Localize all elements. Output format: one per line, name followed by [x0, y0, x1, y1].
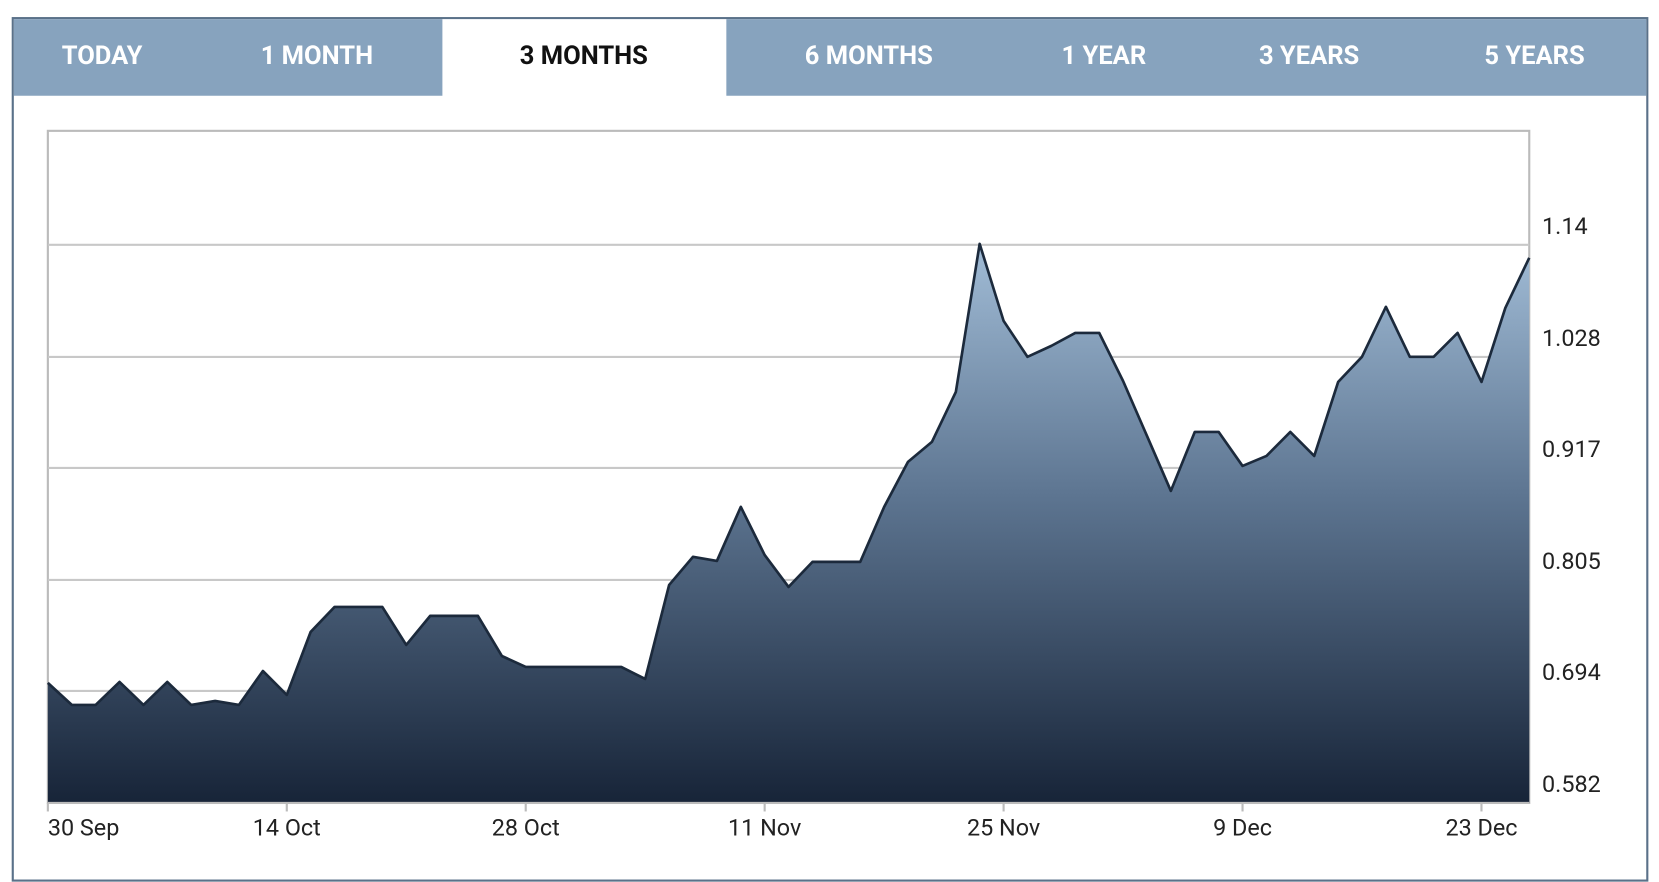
x-tick-label: 25 Nov	[967, 814, 1040, 842]
x-tick-label: 30 Sep	[48, 814, 119, 842]
tab[interactable]: 3 YEARS	[1259, 41, 1359, 71]
tab-active-bg[interactable]	[442, 19, 727, 97]
tab-bar	[13, 19, 1647, 96]
area-fill	[47, 243, 1530, 803]
y-tick-label: 0.582	[1542, 770, 1601, 798]
x-tick-label: 28 Oct	[492, 814, 560, 842]
price-line	[46, 242, 1531, 707]
y-tick-label: 0.694	[1542, 658, 1601, 686]
y-tick-label: 0.805	[1542, 547, 1601, 575]
y-tick-label: 1.028	[1542, 324, 1601, 352]
x-tick-label: 9 Dec	[1213, 814, 1272, 842]
tab[interactable]: TODAY	[62, 41, 143, 71]
x-tick-label: 23 Dec	[1445, 814, 1517, 842]
tab[interactable]: 3 MONTHS	[520, 41, 648, 71]
tab[interactable]: 5 YEARS	[1484, 41, 1584, 71]
tab[interactable]: 1 YEAR	[1062, 41, 1147, 71]
tab[interactable]: 6 MONTHS	[805, 41, 933, 71]
x-tick-label: 11 Nov	[728, 814, 801, 842]
x-tick-label: 14 Oct	[253, 814, 321, 842]
y-tick-label: 0.917	[1542, 435, 1601, 463]
tab[interactable]: 1 MONTH	[261, 41, 373, 71]
y-tick-label: 1.14	[1542, 212, 1588, 240]
